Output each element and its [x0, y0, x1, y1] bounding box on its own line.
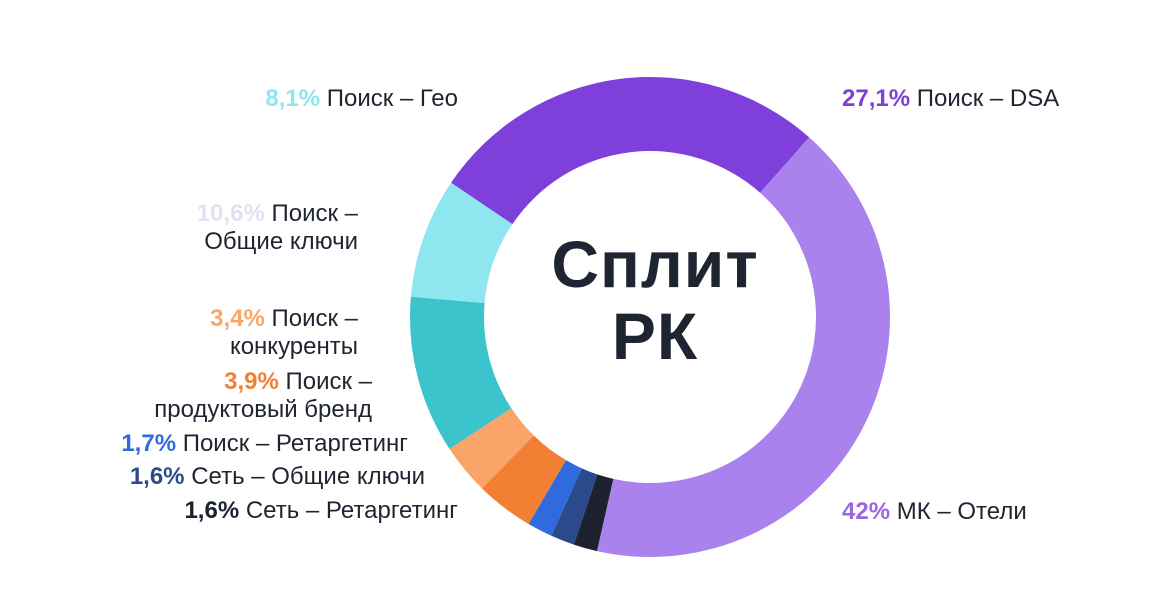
- donut-slice: [451, 77, 810, 225]
- donut-slice: [596, 137, 891, 558]
- label-text: Поиск – DSA: [916, 85, 1060, 112]
- donut-slice: [481, 435, 566, 525]
- label-search-general-keys: 10,6% Поиск – Общие ключи: [197, 200, 358, 256]
- donut-slice: [410, 296, 512, 449]
- label-pct: 10,6%: [196, 200, 265, 227]
- label-text: Сеть – Ретаргетинг: [245, 497, 458, 524]
- donut-slice: [410, 182, 513, 303]
- label-search-product-brand: 3,9% Поиск – продуктовый бренд: [154, 368, 372, 424]
- label-search-retargeting: 1,7% Поиск – Ретаргетинг: [121, 430, 408, 458]
- label-pct: 3,9%: [224, 368, 279, 395]
- label-pct: 42%: [842, 498, 891, 525]
- center-title-line2: РК: [611, 299, 699, 373]
- label-text: Поиск –: [285, 368, 372, 395]
- label-text-line2: продуктовый бренд: [154, 396, 372, 423]
- label-text: Поиск –: [271, 305, 358, 332]
- label-text: МК – Отели: [896, 498, 1027, 525]
- label-pct: 1,6%: [184, 497, 240, 524]
- label-pct: 1,7%: [121, 430, 177, 457]
- label-search-competitors: 3,4% Поиск – конкуренты: [210, 305, 358, 361]
- donut-slice: [449, 408, 534, 489]
- label-mk-hotels: 42% МК – Отели: [842, 498, 1027, 526]
- label-search-dsa: 27,1% Поиск – DSA: [842, 85, 1059, 113]
- label-text-line2: Общие ключи: [204, 228, 358, 255]
- label-pct: 8,1%: [265, 85, 321, 112]
- label-search-geo: 8,1% Поиск – Гео: [265, 85, 458, 113]
- label-network-general-keys: 1,6% Сеть – Общие ключи: [130, 463, 425, 491]
- label-text: Сеть – Общие ключи: [191, 463, 425, 490]
- label-pct: 1,6%: [129, 463, 185, 490]
- label-text-line2: конкуренты: [229, 333, 358, 360]
- donut-slice: [551, 468, 598, 545]
- label-text: Поиск – Ретаргетинг: [182, 430, 408, 457]
- label-text: Поиск – Гео: [326, 85, 458, 112]
- donut-slice: [573, 474, 614, 552]
- label-pct: 3,4%: [210, 305, 265, 332]
- chart-center-title: Сплит РК: [525, 228, 785, 372]
- label-text: Поиск –: [271, 200, 358, 227]
- label-pct: 27,1%: [842, 85, 911, 112]
- label-network-retargeting: 1,6% Сеть – Ретаргетинг: [184, 497, 458, 525]
- donut-slice: [528, 460, 582, 536]
- center-title-line1: Сплит: [551, 227, 759, 301]
